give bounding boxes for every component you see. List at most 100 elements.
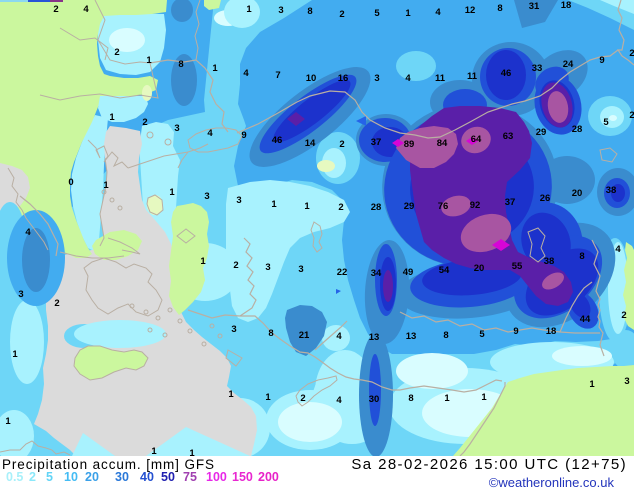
svg-text:12: 12 <box>465 5 476 16</box>
svg-text:1: 1 <box>228 389 234 400</box>
svg-text:18: 18 <box>561 0 572 11</box>
svg-text:24: 24 <box>563 59 574 70</box>
svg-text:9: 9 <box>513 326 518 337</box>
svg-text:2: 2 <box>629 48 634 59</box>
svg-text:1: 1 <box>405 8 411 19</box>
svg-text:11: 11 <box>467 71 478 82</box>
svg-text:55: 55 <box>512 261 523 272</box>
svg-text:3: 3 <box>236 195 241 206</box>
svg-text:1: 1 <box>271 199 277 210</box>
svg-text:2: 2 <box>339 9 344 20</box>
svg-text:1: 1 <box>481 392 487 403</box>
svg-text:3: 3 <box>174 123 179 134</box>
svg-text:54: 54 <box>439 265 450 276</box>
svg-text:1: 1 <box>169 187 175 198</box>
svg-text:20: 20 <box>474 263 485 274</box>
svg-text:3: 3 <box>624 376 629 387</box>
svg-text:2: 2 <box>300 393 305 404</box>
svg-text:30: 30 <box>369 394 380 405</box>
svg-text:8: 8 <box>307 6 312 17</box>
svg-text:2: 2 <box>142 117 147 128</box>
svg-text:18: 18 <box>546 326 557 337</box>
svg-text:2: 2 <box>233 260 238 271</box>
svg-text:84: 84 <box>437 138 448 149</box>
svg-text:37: 37 <box>371 137 382 148</box>
svg-text:3: 3 <box>265 262 270 273</box>
svg-text:2: 2 <box>114 47 119 58</box>
svg-text:4: 4 <box>435 7 441 18</box>
svg-text:8: 8 <box>408 393 413 404</box>
svg-text:63: 63 <box>503 131 514 142</box>
svg-text:1: 1 <box>589 379 595 390</box>
svg-text:20: 20 <box>572 188 583 199</box>
svg-text:2: 2 <box>339 139 344 150</box>
svg-text:92: 92 <box>470 200 481 211</box>
svg-text:31: 31 <box>529 1 540 12</box>
svg-text:4: 4 <box>336 331 342 342</box>
svg-text:2: 2 <box>53 4 58 15</box>
svg-text:76: 76 <box>438 201 449 212</box>
svg-text:4: 4 <box>25 227 31 238</box>
svg-text:4: 4 <box>336 395 342 406</box>
svg-text:10: 10 <box>306 73 317 84</box>
svg-text:1: 1 <box>103 180 109 191</box>
svg-text:49: 49 <box>403 267 414 278</box>
svg-text:29: 29 <box>404 201 415 212</box>
svg-text:46: 46 <box>501 68 512 79</box>
svg-text:29: 29 <box>536 127 547 138</box>
svg-text:2: 2 <box>54 298 59 309</box>
svg-text:28: 28 <box>371 202 382 213</box>
svg-text:8: 8 <box>268 328 273 339</box>
svg-text:8: 8 <box>579 251 584 262</box>
svg-text:8: 8 <box>443 330 448 341</box>
svg-text:4: 4 <box>243 68 249 79</box>
svg-text:1: 1 <box>304 201 310 212</box>
svg-text:13: 13 <box>406 331 417 342</box>
svg-text:1: 1 <box>5 416 11 427</box>
svg-text:1: 1 <box>151 446 157 456</box>
svg-text:1: 1 <box>444 393 450 404</box>
svg-text:1: 1 <box>265 392 271 403</box>
svg-text:26: 26 <box>540 193 551 204</box>
svg-text:44: 44 <box>580 314 591 325</box>
svg-text:38: 38 <box>606 185 617 196</box>
svg-text:37: 37 <box>505 197 516 208</box>
svg-text:1: 1 <box>200 256 206 267</box>
svg-text:13: 13 <box>369 332 380 343</box>
svg-text:5: 5 <box>374 8 380 19</box>
svg-text:1: 1 <box>189 448 195 456</box>
svg-text:2: 2 <box>338 202 343 213</box>
svg-text:4: 4 <box>83 4 89 15</box>
svg-text:5: 5 <box>479 329 485 340</box>
svg-text:9: 9 <box>599 55 604 66</box>
svg-text:46: 46 <box>272 135 283 146</box>
svg-text:9: 9 <box>241 130 246 141</box>
svg-text:3: 3 <box>278 5 283 16</box>
svg-text:89: 89 <box>404 139 415 150</box>
svg-text:3: 3 <box>18 289 23 300</box>
svg-text:3: 3 <box>231 324 236 335</box>
svg-text:1: 1 <box>246 4 252 15</box>
svg-text:22: 22 <box>337 267 348 278</box>
svg-text:0: 0 <box>68 177 73 188</box>
svg-text:7: 7 <box>275 70 280 81</box>
svg-text:28: 28 <box>572 124 583 135</box>
svg-text:1: 1 <box>212 63 218 74</box>
svg-text:8: 8 <box>497 3 502 14</box>
svg-text:16: 16 <box>338 73 349 84</box>
svg-text:4: 4 <box>207 128 213 139</box>
svg-text:64: 64 <box>471 134 482 145</box>
svg-text:5: 5 <box>603 117 609 128</box>
svg-text:2: 2 <box>629 110 634 121</box>
svg-text:1: 1 <box>146 55 152 66</box>
svg-text:14: 14 <box>305 138 316 149</box>
svg-text:21: 21 <box>299 330 310 341</box>
svg-text:38: 38 <box>544 256 555 267</box>
svg-text:1: 1 <box>12 349 18 360</box>
svg-text:4: 4 <box>615 244 621 255</box>
svg-text:33: 33 <box>532 63 543 74</box>
svg-text:3: 3 <box>298 264 303 275</box>
svg-text:3: 3 <box>374 73 379 84</box>
svg-text:4: 4 <box>405 73 411 84</box>
svg-text:34: 34 <box>371 268 382 279</box>
